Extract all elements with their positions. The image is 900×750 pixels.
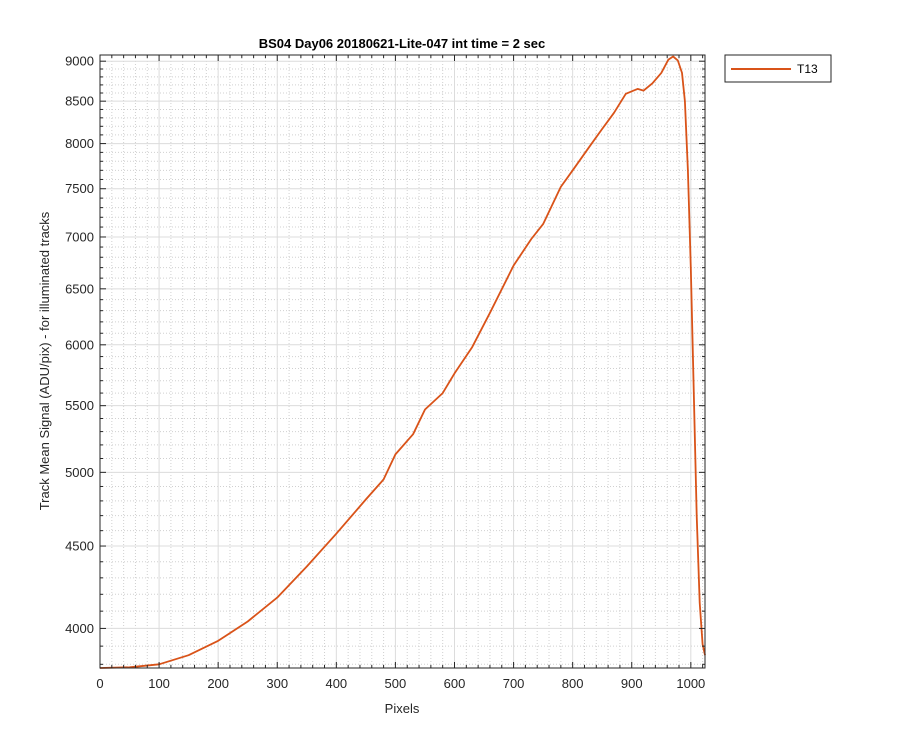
y-tick-label: 9000 [65,54,94,69]
x-axis-label: Pixels [385,701,420,716]
x-tick-label: 200 [207,676,229,691]
y-tick-label: 8500 [65,94,94,109]
y-tick-label: 8000 [65,136,94,151]
y-tick-label: 5500 [65,398,94,413]
y-tick-label: 7000 [65,229,94,244]
y-tick-label: 5000 [65,465,94,480]
tick-layer: 4000450050005500600065007000750080008500… [65,54,705,691]
x-tick-label: 0 [96,676,103,691]
grid-layer [99,55,705,668]
x-tick-label: 100 [148,676,170,691]
legend-label: T13 [797,62,818,76]
series-line [99,55,706,669]
x-tick-label: 300 [266,676,288,691]
x-tick-label: 1000 [676,676,705,691]
x-tick-label: 900 [621,676,643,691]
series-layer [99,55,706,669]
x-tick-label: 700 [503,676,525,691]
x-tick-label: 600 [444,676,466,691]
y-tick-label: 4000 [65,621,94,636]
y-tick-label: 4500 [65,539,94,554]
legend[interactable]: T13 [724,54,832,83]
x-tick-label: 800 [562,676,584,691]
y-tick-label: 6500 [65,281,94,296]
y-tick-label: 7500 [65,181,94,196]
x-tick-label: 500 [385,676,407,691]
axes-box [99,54,706,669]
y-axis-label: Track Mean Signal (ADU/pix) - for illumi… [37,211,52,510]
y-tick-label: 6000 [65,337,94,352]
x-tick-label: 400 [325,676,347,691]
chart-title: BS04 Day06 20180621-Lite-047 int time = … [259,36,546,51]
